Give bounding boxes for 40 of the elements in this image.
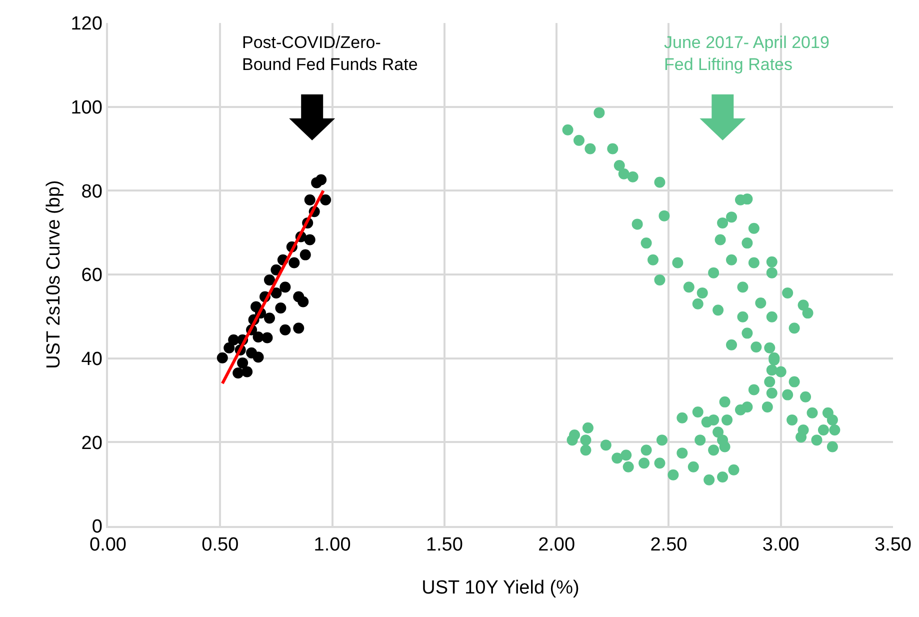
y-axis-title: UST 2s10s Curve (bp) <box>44 180 64 369</box>
point <box>224 342 235 354</box>
point <box>304 234 316 246</box>
point <box>228 334 240 346</box>
annotation: Post-COVID/Zero- Bound Fed Funds Rate <box>242 33 418 74</box>
point <box>262 332 273 344</box>
point <box>252 331 264 342</box>
point <box>300 249 311 260</box>
point <box>216 352 228 364</box>
point <box>280 324 291 336</box>
point <box>320 194 332 206</box>
point <box>237 357 248 368</box>
y-tick-label: 80 <box>81 181 102 202</box>
point <box>264 312 275 324</box>
x-tick-label: 3.50 <box>874 534 912 556</box>
point <box>280 282 291 293</box>
annotation: June 2017- April 2019 Fed Lifting Rates <box>664 33 830 74</box>
y-tick-label: 60 <box>81 265 102 286</box>
point <box>288 257 300 268</box>
point <box>242 366 253 378</box>
y-tick-label: 120 <box>70 14 102 35</box>
x-tick-label: 3.00 <box>762 534 800 556</box>
x-tick-label: 2.00 <box>538 534 576 556</box>
point <box>298 296 309 308</box>
y-tick-label: 20 <box>81 432 102 454</box>
x-tick-label: 1.50 <box>426 534 463 556</box>
point <box>246 347 258 358</box>
y-tick-label: 100 <box>70 97 102 118</box>
point <box>264 274 275 286</box>
x-tick-label: 2.50 <box>650 534 688 556</box>
x-tick-label: 0.50 <box>202 534 239 556</box>
x-tick-label: 1.00 <box>314 534 351 556</box>
point <box>304 194 316 206</box>
point <box>270 287 282 298</box>
y-tick-label: 40 <box>81 348 102 370</box>
point <box>311 177 322 188</box>
x-axis-title: UST 10Y Yield (%) <box>422 578 580 598</box>
point <box>232 368 244 378</box>
point <box>275 302 286 314</box>
point <box>293 322 304 334</box>
